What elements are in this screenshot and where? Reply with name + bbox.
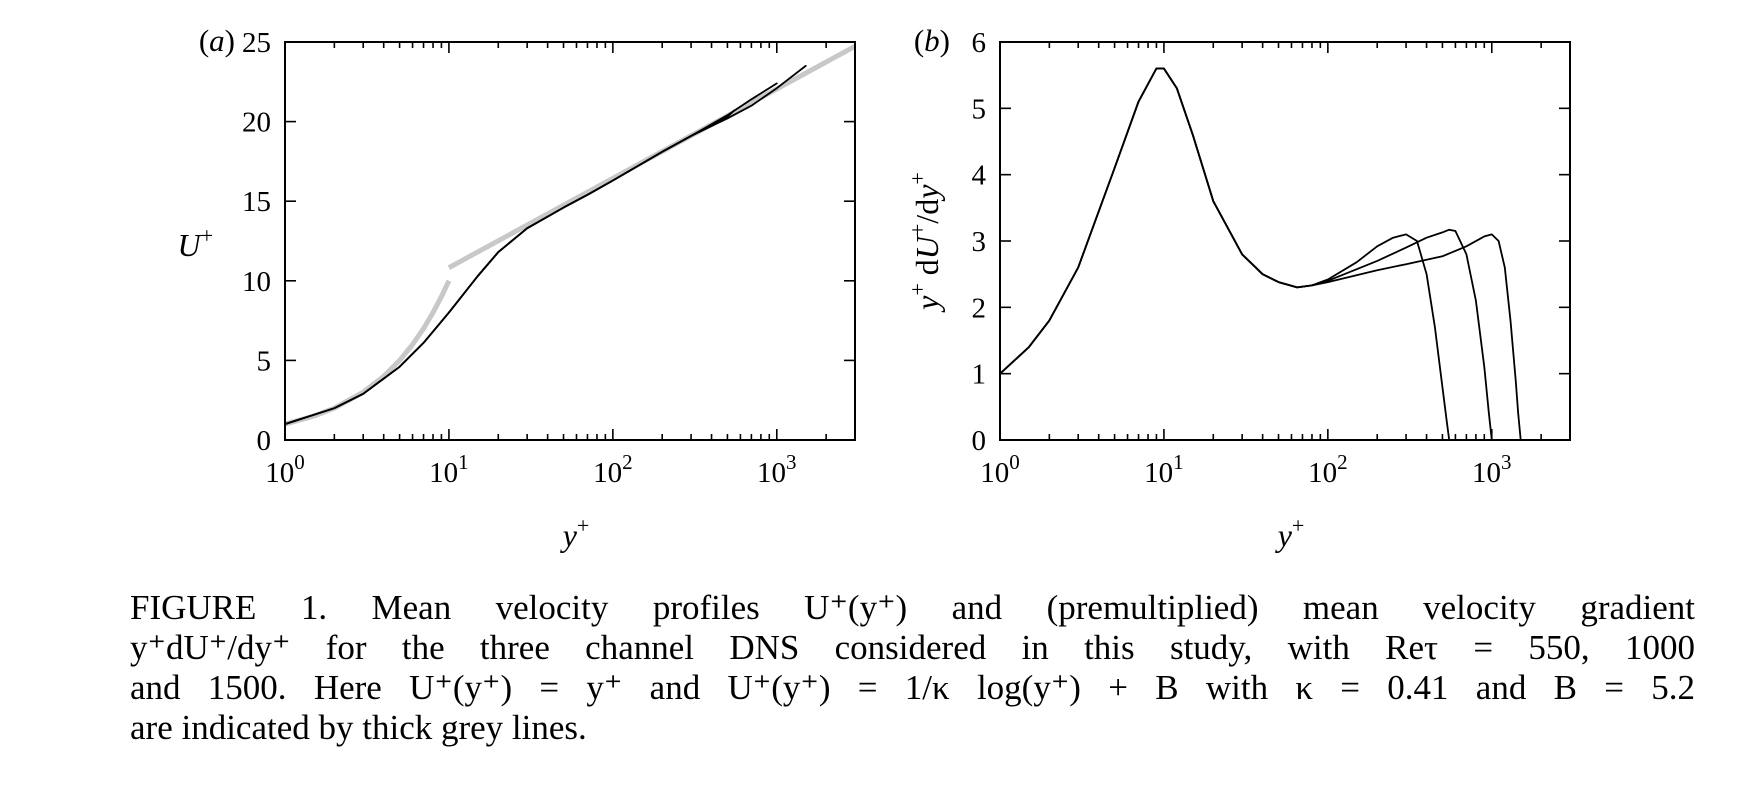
x-tick-label: 101	[1144, 450, 1184, 489]
plot-frame	[284, 41, 856, 441]
y-tick-label: 20	[242, 107, 271, 139]
caption-line-3: and 1500. Here U⁺(y⁺) = y⁺ and U⁺(y⁺) = …	[130, 668, 1695, 707]
panel-a: 100 101 102 103 0 5 10 15 20 25(a) y+ U+	[177, 23, 856, 553]
x-axis-label: y+	[560, 513, 590, 553]
data-series-2	[1000, 67, 1522, 440]
panel-label: (b)	[914, 23, 950, 58]
y-tick-label: 4	[972, 160, 987, 192]
x-tick-label: 103	[757, 450, 797, 489]
x-tick-label: 102	[593, 450, 633, 489]
plot-frame	[999, 41, 1571, 441]
panel-b: 100 101 102 103 0 1 2 3 4 5 6 (b) y+ y+ dU+/dy+	[905, 23, 1571, 553]
x-tick-label: 100	[980, 450, 1020, 489]
series-group	[1000, 67, 1522, 440]
x-tick-label: 102	[1308, 450, 1348, 489]
x-tick-label: 103	[1472, 450, 1512, 489]
data-series-1	[1000, 67, 1493, 440]
y-axis-label: U+	[177, 223, 213, 263]
y-tick-label: 15	[242, 186, 271, 218]
caption-line-1: FIGURE 1. Mean velocity profiles U⁺(y⁺) …	[130, 588, 1695, 627]
y-tick-label: 6	[972, 27, 987, 59]
y-axis-label: y+ dU+/dy+	[905, 172, 945, 313]
figure-caption: FIGURE 1. Mean velocity profiles U⁺(y⁺) …	[130, 588, 1695, 748]
y-tick-label: 25	[242, 27, 271, 59]
y-tick-label: 0	[972, 425, 987, 457]
y-tick-label: 0	[257, 425, 272, 457]
y-tick-label: 1	[972, 359, 987, 391]
x-axis-label: y+	[1275, 513, 1305, 553]
x-tick-label: 100	[265, 450, 305, 489]
data-series-1	[285, 82, 778, 426]
series-group	[285, 44, 855, 427]
x-tick-label: 101	[429, 450, 469, 489]
data-series-0	[1000, 67, 1451, 440]
panel-label: (a)	[199, 23, 235, 58]
y-tick-label: 3	[972, 226, 987, 258]
data-series-0	[285, 109, 736, 426]
caption-line-2: y⁺dU⁺/dy⁺ for the three channel DNS cons…	[130, 628, 1695, 667]
reference-line-3	[285, 279, 452, 427]
caption-line-4: are indicated by thick grey lines.	[130, 708, 587, 747]
y-tick-label: 5	[257, 345, 272, 377]
data-series-2	[285, 65, 807, 426]
y-tick-label: 2	[972, 292, 987, 324]
y-tick-label: 10	[242, 266, 271, 298]
y-tick-label: 5	[972, 93, 987, 125]
